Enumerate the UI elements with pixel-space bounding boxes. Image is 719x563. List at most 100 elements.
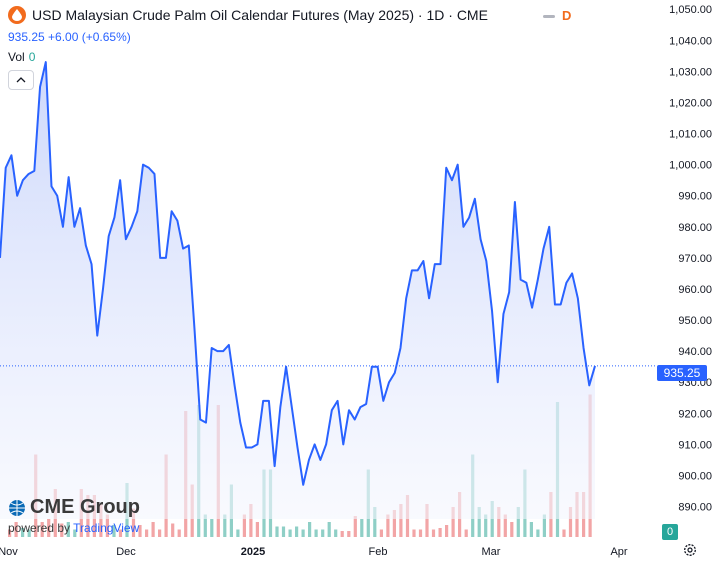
chevron-up-icon xyxy=(16,77,26,83)
volume-bar xyxy=(386,514,390,537)
x-tick-label: Mar xyxy=(482,546,501,558)
volume-bar xyxy=(484,514,488,537)
volume-bar xyxy=(242,514,246,537)
volume-bar xyxy=(477,507,481,537)
volume-bar xyxy=(445,525,449,537)
y-tick-label: 970.00 xyxy=(678,253,712,265)
volume-bar xyxy=(40,522,44,537)
volume-bar xyxy=(340,531,344,537)
volume-legend: Vol 0 xyxy=(8,50,35,64)
volume-bar xyxy=(516,507,520,537)
y-tick-label: 990.00 xyxy=(678,191,712,203)
volume-bar xyxy=(131,508,136,537)
logo-brand: CME Group xyxy=(30,496,140,518)
volume-bar xyxy=(145,529,149,537)
volume-bar xyxy=(301,529,305,537)
volume-bar xyxy=(536,529,540,537)
x-tick-label: Dec xyxy=(116,546,136,558)
y-tick-label: 1,030.00 xyxy=(669,66,712,78)
volume-bar xyxy=(353,516,357,537)
volume-bar xyxy=(327,522,331,537)
volume-bar xyxy=(334,529,338,537)
volume-bar xyxy=(66,522,70,537)
y-tick-label: 920.00 xyxy=(678,408,712,420)
y-tick-label: 1,010.00 xyxy=(669,129,712,141)
volume-bar xyxy=(236,529,240,537)
volume-bar xyxy=(542,514,546,537)
volume-bar xyxy=(418,529,423,537)
volume-bar xyxy=(281,526,286,537)
volume-bar xyxy=(275,526,279,537)
volume-label: Vol xyxy=(8,50,25,64)
y-tick-label: 1,000.00 xyxy=(669,160,712,172)
volume-scale-label: 0 xyxy=(662,524,678,540)
volume-bar xyxy=(451,507,455,537)
volume-bar xyxy=(177,529,181,537)
volume-bar xyxy=(47,519,51,537)
logo-powered-by: powered by xyxy=(8,521,71,535)
volume-bar xyxy=(503,514,507,537)
volume-bar xyxy=(562,529,566,537)
volume-bar xyxy=(321,529,325,537)
volume-bar xyxy=(529,522,533,537)
y-tick-label: 960.00 xyxy=(678,284,712,296)
price-change: 935.25 +6.00 (+0.65%) xyxy=(8,30,131,44)
volume-bar xyxy=(21,528,25,537)
volume-bar xyxy=(8,529,12,537)
volume-bar xyxy=(360,519,364,537)
volume-bar xyxy=(399,504,403,537)
cme-tradingview-logo[interactable]: CME Group powered by TradingView xyxy=(8,496,140,535)
chart-header: USD Malaysian Crude Palm Oil Calendar Fu… xyxy=(8,6,488,24)
volume-bar xyxy=(347,531,351,537)
volume-bar xyxy=(379,529,383,537)
volume-bar xyxy=(112,525,116,537)
collapse-legend-button[interactable] xyxy=(8,70,34,90)
volume-bar xyxy=(223,514,227,537)
palm-oil-symbol-icon[interactable] xyxy=(8,6,26,24)
x-tick-label: Feb xyxy=(369,546,388,558)
x-tick-label: 2025 xyxy=(241,546,265,558)
volume-bar xyxy=(510,522,514,537)
y-tick-label: 950.00 xyxy=(678,315,712,327)
y-tick-label: 910.00 xyxy=(678,439,712,451)
cme-globe-icon xyxy=(9,499,25,516)
volume-bar xyxy=(431,529,436,537)
y-tick-label: 1,050.00 xyxy=(669,4,712,16)
price-line xyxy=(0,61,596,486)
symbol-title[interactable]: USD Malaysian Crude Palm Oil Calendar Fu… xyxy=(32,7,488,23)
volume-bar xyxy=(425,504,429,537)
gear-icon[interactable] xyxy=(683,543,697,557)
volume-value: 0 xyxy=(28,50,36,64)
volume-bar xyxy=(568,507,573,537)
y-tick-label: 940.00 xyxy=(678,346,712,358)
volume-bar xyxy=(295,526,299,537)
volume-bar xyxy=(118,529,123,537)
logo-platform: TradingView xyxy=(73,521,140,535)
volume-bar xyxy=(171,523,175,537)
last-price-label: 935.25 xyxy=(657,365,707,381)
volume-bar xyxy=(203,514,207,537)
volume-bar xyxy=(288,529,292,537)
volume-bar xyxy=(438,528,442,537)
volume-bar xyxy=(158,529,162,537)
volume-bar xyxy=(314,529,318,537)
x-tick-label: Apr xyxy=(610,546,627,558)
volume-bar xyxy=(73,529,77,537)
y-tick-label: 980.00 xyxy=(678,222,712,234)
volume-bar xyxy=(60,523,64,537)
volume-bar xyxy=(255,522,259,537)
y-tick-label: 1,040.00 xyxy=(669,35,712,47)
volume-bar xyxy=(497,507,501,537)
volume-bar xyxy=(308,522,312,537)
y-tick-label: 890.00 xyxy=(678,502,712,514)
volume-bar xyxy=(99,504,103,537)
market-status-delayed[interactable]: D xyxy=(562,8,572,23)
market-status-bar xyxy=(543,15,555,18)
x-tick-label: Nov xyxy=(0,546,18,558)
y-tick-label: 900.00 xyxy=(678,471,712,483)
volume-bar xyxy=(138,525,142,537)
volume-bar xyxy=(105,514,109,537)
volume-bar xyxy=(249,504,253,537)
volume-bar xyxy=(151,522,155,537)
